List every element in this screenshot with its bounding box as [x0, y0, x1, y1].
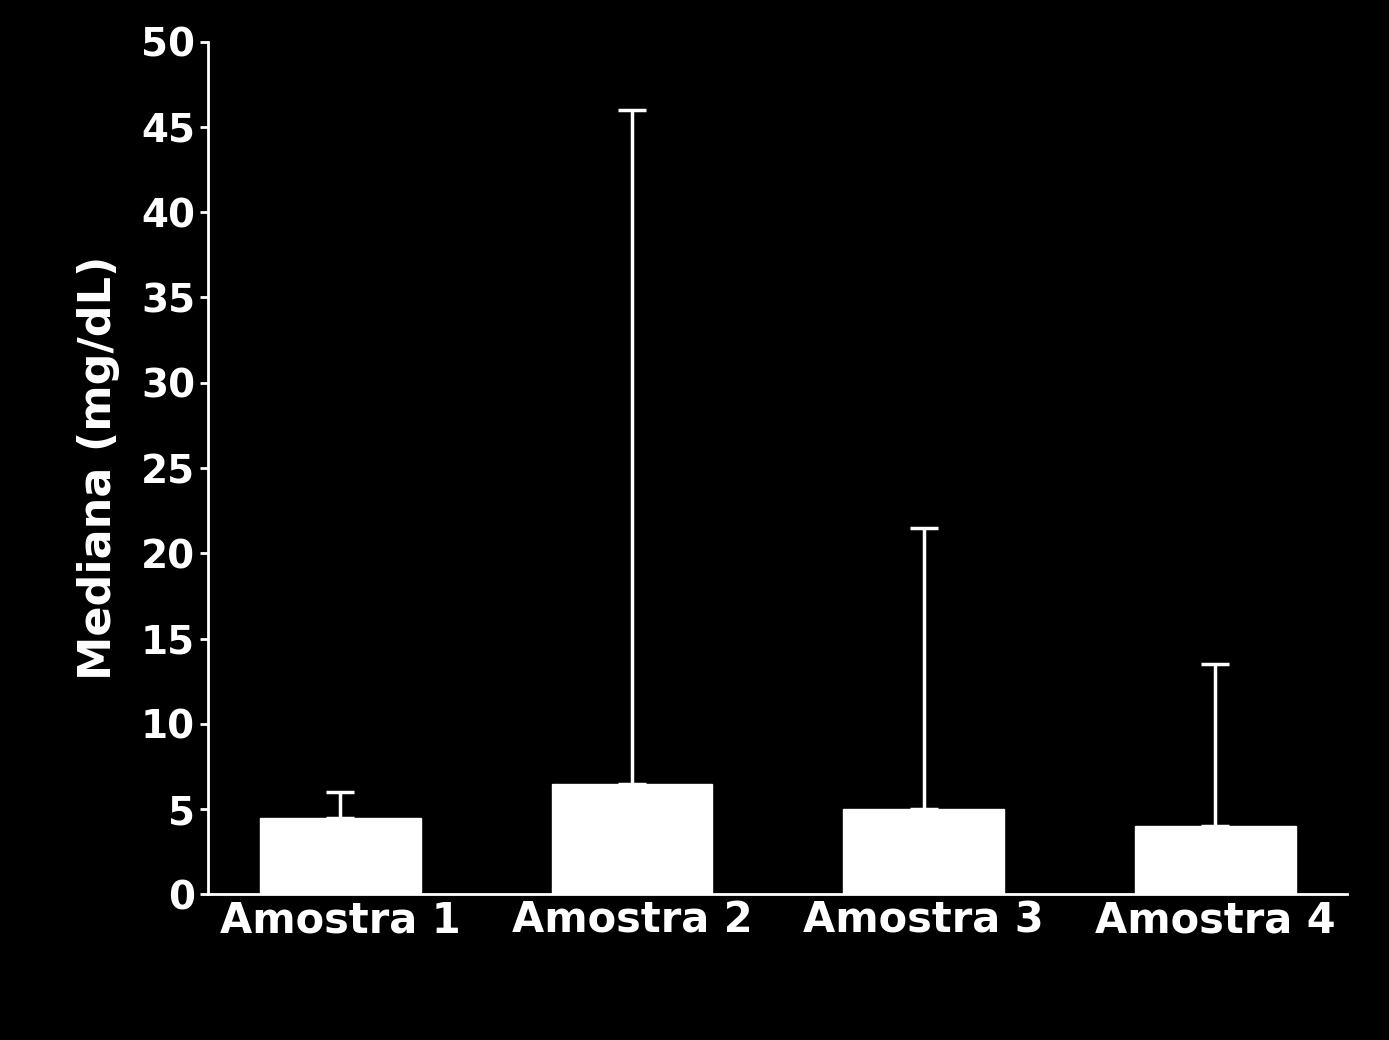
Bar [843, 809, 1004, 894]
Bar [1135, 826, 1296, 894]
Y-axis label: Mediana (mg/dL): Mediana (mg/dL) [78, 256, 121, 680]
Bar [260, 817, 421, 894]
Bar [551, 783, 713, 894]
